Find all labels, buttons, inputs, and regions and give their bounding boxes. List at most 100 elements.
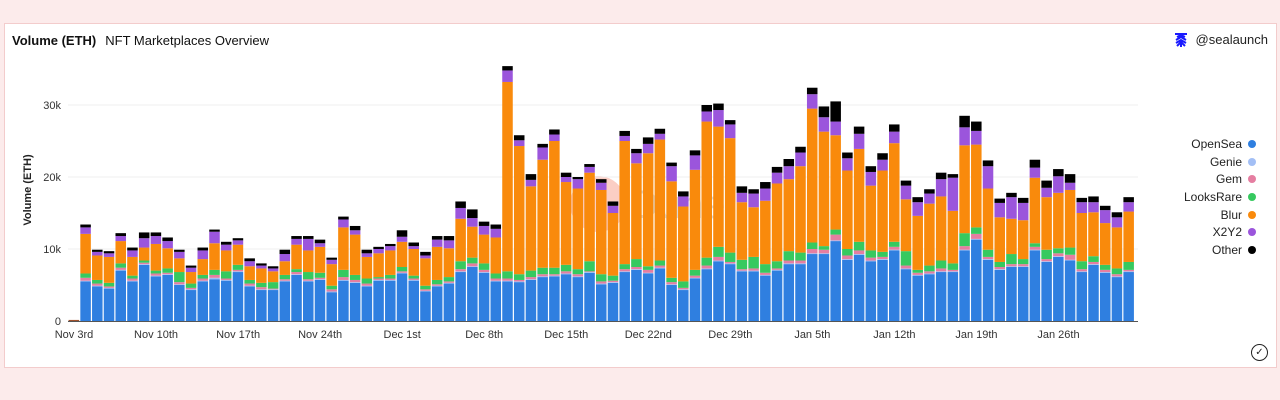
bar-segment-blur[interactable]: Jan 29 Blur: 6.1k [1088, 212, 1099, 257]
bar-segment-gem[interactable]: Feb 1 Gem: 0.2k [1123, 269, 1134, 272]
bar-segment-genie[interactable]: Nov 23 Genie: 0.1k [303, 280, 314, 282]
bar-segment-opensea[interactable]: Nov 18 OpenSea: 4.8k [244, 286, 255, 321]
bar-segment-blur[interactable]: Jan 20 Blur: 8.5k [982, 188, 994, 250]
bar-segment-blur[interactable]: Dec 5 Blur: 4k [443, 248, 455, 278]
bar-segment-other[interactable]: Nov 10 Other: 0.5k [150, 232, 162, 237]
bar-segment-opensea[interactable]: Nov 24 OpenSea: 5.7k [314, 279, 326, 321]
bar-segment-other[interactable]: Dec 1 Other: 0.9k [396, 230, 408, 237]
bar-segment-looksrare[interactable]: Jan 15 LooksRare: 0.8k [924, 265, 935, 272]
bar-stack[interactable]: Jan 31 OpenSea: 6.1kJan 31 Genie: 0.1kJa… [1111, 212, 1123, 321]
bar-segment-looksrare[interactable]: Nov 21 LooksRare: 0.6k [279, 274, 291, 280]
bar-segment-opensea[interactable]: Dec 7 OpenSea: 7.5k [467, 267, 478, 321]
bar-segment-opensea[interactable]: Nov 30 OpenSea: 5.6k [385, 280, 396, 321]
bar-segment-genie[interactable]: Nov 20 Genie: 0.1k [267, 289, 279, 291]
bar-segment-other[interactable]: Dec 4 Other: 0.5k [431, 236, 443, 240]
bar-segment-other[interactable]: Feb 1 Other: 0.7k [1123, 197, 1134, 203]
bar-segment-opensea[interactable]: Dec 28 OpenSea: 8.3k [713, 261, 724, 321]
bar-segment-gem[interactable]: Dec 17 Gem: 0.1k [584, 271, 595, 273]
bar-segment-other[interactable]: Nov 28 Other: 0.5k [361, 249, 373, 254]
bar-segment-genie[interactable]: Dec 11 Genie: 0.1k [513, 281, 525, 283]
bar-segment-looksrare[interactable]: Nov 9 LooksRare: 0.3k [138, 260, 150, 263]
bar-segment-blur[interactable]: Nov 21 Blur: 1.9k [279, 261, 291, 275]
bar-segment-x2y2[interactable]: Nov 18 X2Y2: 0.7k [244, 261, 255, 267]
bar-segment-looksrare[interactable]: Nov 29 LooksRare: 0.2k [373, 277, 384, 279]
bar-segment-genie[interactable]: Jan 7 Genie: 0.1k [830, 240, 841, 242]
bar-segment-opensea[interactable]: Dec 8 OpenSea: 6.7k [478, 272, 490, 321]
bar-segment-opensea[interactable]: Nov 10 OpenSea: 6.2k [150, 276, 162, 321]
bar-segment-looksrare[interactable]: Jan 20 LooksRare: 1k [982, 249, 994, 257]
bar-segment-looksrare[interactable]: Dec 23 LooksRare: 0.7k [654, 260, 666, 266]
bar-segment-opensea[interactable]: Jan 10 OpenSea: 8.3k [865, 261, 877, 321]
bar-segment-opensea[interactable]: Dec 22 OpenSea: 6.6k [642, 273, 654, 321]
bar-segment-genie[interactable]: Nov 14 Genie: 0.1k [197, 280, 209, 282]
bar-segment-x2y2[interactable]: Dec 24 X2Y2: 2.1k [666, 166, 677, 182]
bar-stack[interactable]: Dec 12 OpenSea: 5.7kDec 12 Genie: 0.1kDe… [525, 174, 537, 321]
bar-segment-other[interactable]: Dec 17 Other: 0.4k [584, 164, 595, 167]
bar-segment-opensea[interactable]: Dec 17 OpenSea: 6.7k [584, 272, 595, 321]
bar-segment-x2y2[interactable]: Nov 29 X2Y2: 0.6k [373, 249, 384, 254]
bar-segment-blur[interactable]: Jan 13 Blur: 7.2k [900, 199, 912, 252]
bar-segment-genie[interactable]: Jan 19 Genie: 0.1k [971, 238, 982, 240]
bar-stack[interactable]: Jan 28 OpenSea: 6.8kJan 28 Genie: 0.1kJa… [1076, 197, 1088, 321]
bar-stack[interactable]: Jan 22 OpenSea: 7.5kJan 22 Genie: 0.1kJa… [1006, 192, 1017, 321]
bar-segment-gem[interactable]: Jan 5 Gem: 0.6k [806, 249, 818, 254]
bar-segment-blur[interactable]: Dec 15 Blur: 11.5k [560, 182, 572, 265]
bar-segment-opensea[interactable]: Jan 13 OpenSea: 7.2k [900, 269, 912, 321]
bar-segment-genie[interactable]: Nov 11 Genie: 0.1k [162, 274, 173, 275]
bar-segment-genie[interactable]: Nov 24 Genie: 0.1k [314, 279, 326, 280]
bar-segment-genie[interactable]: Dec 23 Genie: 0.1k [654, 267, 666, 269]
bar-segment-genie[interactable]: Dec 15 Genie: 0.1k [560, 273, 572, 275]
bar-stack[interactable]: Nov 26 OpenSea: 5.6kNov 26 Genie: 0.1kNo… [338, 216, 349, 321]
bar-segment-opensea[interactable]: Jan 27 OpenSea: 8.4k [1064, 260, 1076, 321]
bar-segment-looksrare[interactable]: Nov 22 LooksRare: 0.4k [291, 269, 302, 273]
bar-segment-genie[interactable]: Jan 24 Genie: 0.1k [1029, 249, 1041, 251]
bar-segment-other[interactable]: Nov 6 Other: 0.3k [103, 251, 115, 254]
bar-segment-other[interactable]: Jan 27 Other: 1.2k [1064, 174, 1076, 183]
bar-segment-gem[interactable]: Dec 1 Gem: 0.2k [396, 271, 408, 273]
bar-segment-other[interactable]: Jan 26 Other: 1k [1053, 169, 1064, 177]
bar-segment-opensea[interactable]: Jan 5 OpenSea: 9.3k [806, 254, 818, 321]
bar-segment-looksrare[interactable]: Jan 1 LooksRare: 1.2k [760, 264, 771, 273]
bar-segment-x2y2[interactable]: Dec 7 X2Y2: 1.2k [467, 218, 478, 227]
bar-segment-other[interactable]: Nov 25 Other: 0.3k [326, 257, 337, 260]
bar-segment-other[interactable]: Nov 7 Other: 0.4k [115, 233, 126, 237]
bar-segment-other[interactable]: Jan 15 Other: 0.6k [924, 189, 935, 194]
bar-segment-other[interactable]: Nov 17 Other: 0.3k [232, 238, 244, 241]
bar-stack[interactable]: Nov 28 OpenSea: 4.8kNov 28 Genie: 0.1kNo… [361, 249, 373, 321]
bar-segment-other[interactable]: Jan 28 Other: 0.6k [1076, 197, 1088, 203]
bar-segment-genie[interactable]: Dec 5 Genie: 0.1k [443, 282, 455, 284]
bar-segment-blur[interactable]: Feb 1 Blur: 7k [1123, 211, 1134, 262]
bar-segment-looksrare[interactable]: Jan 12 LooksRare: 0.7k [889, 241, 900, 247]
bar-segment-x2y2[interactable]: Jan 9 X2Y2: 2.1k [853, 133, 865, 149]
bar-segment-opensea[interactable]: Jan 26 OpenSea: 8.9k [1053, 256, 1064, 321]
bar-segment-x2y2[interactable]: Nov 13 X2Y2: 0.6k [185, 267, 197, 273]
bar-segment-x2y2[interactable]: Nov 5 X2Y2: 0.5k [92, 251, 103, 256]
bar-segment-looksrare[interactable]: Jan 18 LooksRare: 1.8k [959, 233, 970, 247]
bar-segment-x2y2[interactable]: Jan 20 X2Y2: 3.1k [982, 166, 994, 189]
bar-segment-gem[interactable]: Jan 12 Gem: 0.4k [889, 246, 900, 250]
bar-segment-looksrare[interactable]: Dec 16 LooksRare: 0.7k [572, 269, 584, 275]
bar-segment-blur[interactable]: Nov 8 Blur: 2.6k [127, 256, 138, 276]
bar-segment-x2y2[interactable]: Jan 27 X2Y2: 1k [1064, 182, 1076, 190]
bar-segment-genie[interactable]: Nov 17 Genie: 0.1k [232, 271, 244, 273]
bar-segment-gem[interactable]: Jan 3 Gem: 0.4k [783, 260, 795, 264]
bar-segment-blur[interactable]: Nov 25 Blur: 3k [326, 264, 337, 286]
bar-segment-other[interactable]: Jan 19 Other: 1.3k [971, 121, 982, 131]
bar-segment-gem[interactable]: Jan 10 Gem: 0.4k [865, 257, 877, 261]
bar-segment-gem[interactable]: Dec 3 Gem: 0.2k [420, 289, 431, 291]
bar-segment-genie[interactable]: Jan 30 Genie: 0.1k [1099, 272, 1111, 273]
bar-segment-x2y2[interactable]: Jan 14 X2Y2: 1.9k [912, 202, 923, 216]
bar-segment-other[interactable]: Jan 30 Other: 0.6k [1099, 205, 1111, 211]
bar-segment-genie[interactable]: Jan 17 Genie: 0.1k [947, 271, 959, 273]
bar-segment-opensea[interactable]: Jan 28 OpenSea: 6.8k [1076, 272, 1088, 321]
bar-segment-looksrare[interactable]: Dec 14 LooksRare: 0.9k [549, 267, 560, 275]
bar-segment-genie[interactable]: Jan 21 Genie: 0.1k [994, 269, 1005, 270]
bar-segment-other[interactable]: Nov 30 Other: 0.3k [385, 243, 396, 247]
bar-segment-genie[interactable]: Jan 16 Genie: 0.1k [935, 271, 947, 273]
bar-segment-looksrare[interactable]: Nov 12 LooksRare: 1.4k [174, 272, 185, 283]
bar-segment-blur[interactable]: Dec 29 Blur: 15.9k [724, 138, 736, 253]
bar-segment-looksrare[interactable]: Jan 11 LooksRare: 0.7k [877, 251, 888, 257]
bar-segment-x2y2[interactable]: Dec 17 X2Y2: 0.8k [584, 166, 595, 173]
bar-segment-genie[interactable]: Jan 22 Genie: 0.1k [1006, 266, 1017, 267]
bar-segment-other[interactable]: Jan 7 Other: 2.8k [830, 101, 841, 122]
